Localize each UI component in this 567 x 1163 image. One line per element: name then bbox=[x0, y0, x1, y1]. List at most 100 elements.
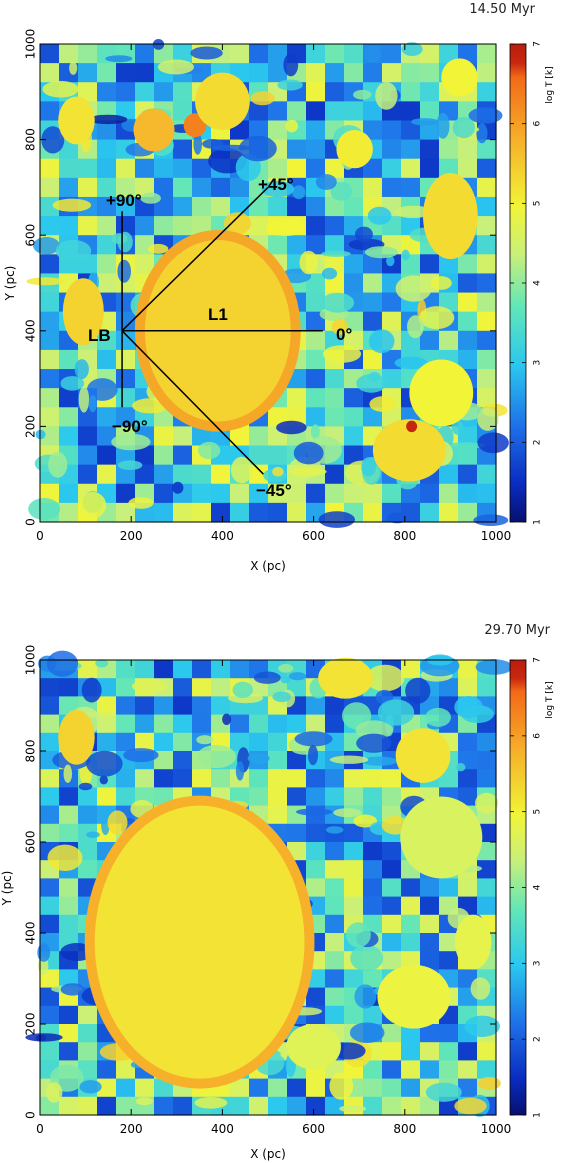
field-cell bbox=[363, 101, 383, 122]
field-filament bbox=[308, 745, 318, 766]
field-filament bbox=[354, 984, 377, 1009]
field-filament bbox=[454, 696, 483, 719]
field-cell bbox=[78, 63, 98, 83]
field-cell bbox=[382, 896, 402, 916]
field-filament bbox=[321, 267, 338, 280]
field-cell bbox=[249, 464, 269, 485]
field-filament bbox=[107, 810, 128, 835]
field-cell bbox=[40, 805, 60, 825]
field-cell bbox=[420, 254, 440, 275]
field-filament bbox=[401, 42, 423, 56]
field-cell bbox=[173, 82, 193, 102]
field-cell bbox=[306, 787, 326, 807]
field-filament bbox=[117, 259, 131, 283]
field-filament bbox=[425, 1082, 462, 1102]
field-filament bbox=[353, 89, 372, 100]
field-filament bbox=[232, 681, 253, 698]
field-filament bbox=[277, 79, 303, 91]
field-cell bbox=[401, 120, 421, 141]
field-cell bbox=[420, 158, 440, 179]
field-cell bbox=[306, 330, 326, 351]
field-cell bbox=[97, 158, 117, 179]
field-cell bbox=[97, 678, 117, 697]
field-cell bbox=[477, 158, 497, 179]
field-cell bbox=[306, 878, 326, 898]
field-cell bbox=[154, 464, 174, 485]
hot-bubble bbox=[318, 657, 373, 699]
field-cell bbox=[173, 696, 193, 716]
field-filament bbox=[79, 491, 107, 519]
field-cell bbox=[382, 914, 402, 934]
field-cell bbox=[306, 1078, 326, 1098]
field-cell bbox=[59, 502, 79, 523]
field-cell bbox=[173, 502, 193, 523]
field-filament bbox=[407, 315, 424, 339]
field-filament bbox=[394, 205, 432, 219]
field-cell bbox=[97, 349, 117, 370]
field-cell bbox=[59, 1042, 79, 1061]
field-cell bbox=[116, 330, 136, 351]
colorbar-ticks: 1 2 3 4 5 6 7 bbox=[510, 41, 543, 525]
field-filament bbox=[315, 174, 337, 190]
field-cell bbox=[173, 732, 193, 752]
field-filament bbox=[111, 233, 128, 244]
field-cell bbox=[477, 878, 497, 898]
field-cell bbox=[59, 158, 79, 179]
field-filament bbox=[197, 441, 221, 460]
field-cell bbox=[97, 254, 117, 275]
field-cell bbox=[40, 823, 60, 843]
field-cell bbox=[420, 63, 440, 83]
field-cell bbox=[363, 1078, 383, 1098]
field-cell bbox=[40, 914, 60, 934]
field-filament bbox=[117, 460, 143, 471]
field-cell bbox=[287, 388, 307, 408]
field-filament bbox=[190, 46, 223, 60]
field-cell bbox=[382, 44, 402, 64]
field-cell bbox=[116, 1078, 136, 1098]
field-cell bbox=[154, 660, 174, 679]
field-cell bbox=[325, 1005, 345, 1025]
field-cell bbox=[439, 44, 459, 64]
field-cell bbox=[230, 732, 250, 752]
field-cell bbox=[401, 878, 421, 898]
field-cell bbox=[477, 311, 497, 332]
field-filament bbox=[278, 663, 294, 673]
field-cell bbox=[458, 445, 478, 466]
field-cell bbox=[249, 1078, 269, 1098]
field-cell bbox=[192, 696, 212, 716]
field-filament bbox=[364, 45, 382, 63]
field-cell bbox=[154, 1096, 174, 1116]
field-cell bbox=[40, 878, 60, 898]
field-cell bbox=[306, 196, 326, 217]
field-cell bbox=[40, 714, 60, 734]
field-cell bbox=[40, 678, 60, 697]
hot-bubble bbox=[286, 1024, 341, 1070]
field-cell bbox=[344, 330, 364, 351]
field-cell bbox=[477, 1042, 497, 1061]
angle-rays bbox=[121, 186, 323, 475]
field-filament bbox=[355, 720, 394, 740]
field-cell bbox=[306, 696, 326, 716]
field-cell bbox=[230, 426, 250, 447]
x-tick-label: 800 bbox=[393, 1122, 416, 1136]
field-cell bbox=[382, 933, 402, 952]
field-filament bbox=[266, 218, 305, 236]
field-cell bbox=[97, 1096, 117, 1116]
field-cell bbox=[344, 407, 364, 427]
field-cell bbox=[154, 483, 174, 504]
field-cell bbox=[401, 933, 421, 952]
field-cell bbox=[363, 311, 383, 332]
field-cell bbox=[40, 696, 60, 716]
field-cell bbox=[192, 196, 212, 217]
field-cell bbox=[344, 896, 364, 916]
hot-bubble bbox=[406, 420, 418, 433]
field-cell bbox=[477, 860, 497, 879]
field-cell bbox=[59, 388, 79, 408]
field-filament bbox=[446, 442, 486, 449]
field-cell bbox=[116, 177, 136, 198]
field-cell bbox=[40, 349, 60, 370]
field-cell bbox=[420, 914, 440, 934]
field-cell bbox=[458, 1042, 478, 1061]
field-cell bbox=[458, 878, 478, 898]
